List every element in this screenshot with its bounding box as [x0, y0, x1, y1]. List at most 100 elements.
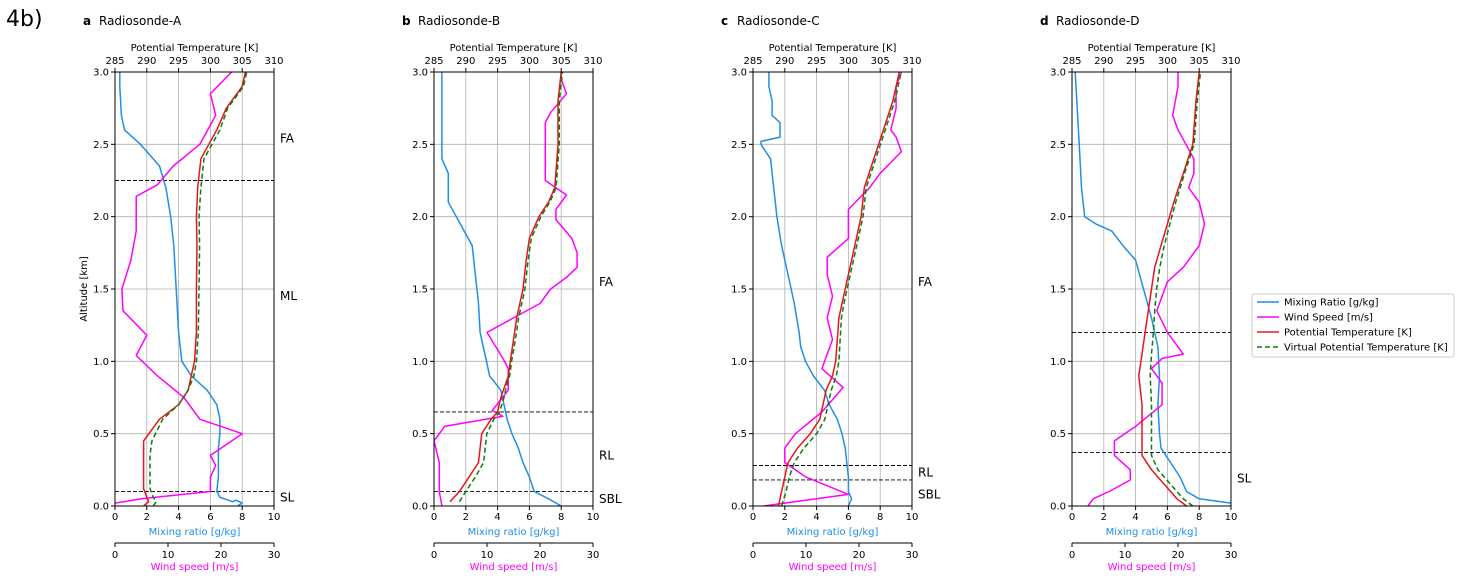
y-tick-label: 3.0	[731, 68, 747, 79]
theta-tick-label: 300	[201, 56, 220, 67]
theta-tick-label: 305	[1190, 56, 1209, 67]
wind-tick-label: 20	[215, 550, 228, 561]
y-tick-label: 3.0	[412, 68, 428, 79]
series-group	[1074, 72, 1231, 506]
wind-tick-label: 0	[1069, 550, 1075, 561]
theta-axis-label: Potential Temperature [K]	[769, 43, 897, 54]
layer-label-sl: SL	[280, 490, 295, 504]
mix-axis-label: Mixing ratio [g/kg]	[468, 527, 560, 538]
legend: Mixing Ratio [g/kg] Wind Speed [m/s] Poten…	[1251, 293, 1455, 358]
layer-label-rl: RL	[599, 448, 614, 462]
theta-tick-label: 310	[1221, 56, 1240, 67]
mix-tick-label: 8	[1196, 512, 1202, 523]
layer-label-fa: FA	[280, 132, 295, 146]
mix-tick-label: 6	[526, 512, 532, 523]
mix-tick-label: 6	[207, 512, 213, 523]
theta-axis-label: Potential Temperature [K]	[131, 43, 259, 54]
layer-label-sbl: SBL	[599, 492, 622, 506]
series-virtual-potential-temperature	[1149, 72, 1202, 506]
series-mixing-ratio	[119, 72, 243, 506]
y-tick-label: 1.5	[93, 285, 109, 296]
theta-tick-label: 285	[424, 56, 443, 67]
y-tick-label: 2.0	[412, 212, 428, 223]
legend-box	[1251, 293, 1455, 358]
mix-axis-label: Mixing ratio [g/kg]	[787, 527, 879, 538]
y-tick-label: 3.0	[93, 68, 109, 79]
y-tick-label: 0.5	[412, 429, 428, 440]
wind-tick-label: 10	[1119, 550, 1132, 561]
series-virtual-potential-temperature	[780, 72, 902, 506]
theta-tick-label: 285	[1062, 56, 1081, 67]
y-axis-label: Altitude [km]	[79, 256, 90, 322]
theta-tick-label: 290	[456, 56, 475, 67]
wind-tick-label: 30	[268, 550, 281, 561]
wind-tick-label: 20	[1172, 550, 1185, 561]
wind-axis-label: Wind speed [m/s]	[1108, 562, 1196, 573]
mix-tick-label: 0	[1069, 512, 1075, 523]
y-tick-label: 2.5	[412, 140, 428, 151]
panels: a Radiosonde-A 0.0 0.5 1.0 1.5 2.0 2.5 3.0 Altitu…	[79, 14, 1252, 573]
y-tick-label: 0.0	[731, 502, 747, 513]
layer-label-sl: SL	[1237, 472, 1252, 486]
wind-tick-label: 10	[481, 550, 494, 561]
series-potential-temperature	[449, 72, 562, 503]
mix-tick-label: 4	[1132, 512, 1138, 523]
wind-axis-label: Wind speed [m/s]	[789, 562, 877, 573]
series-potential-temperature	[1138, 72, 1200, 506]
panel-letter: d	[1040, 14, 1049, 28]
y-tick-label: 1.0	[412, 357, 428, 368]
y-tick-label: 1.5	[731, 285, 747, 296]
y-tick-label: 3.0	[1050, 68, 1066, 79]
layer-label-ml: ML	[280, 289, 297, 303]
wind-axis-label: Wind speed [m/s]	[470, 562, 558, 573]
panel-title: Radiosonde-C	[737, 14, 820, 28]
layer-label-rl: RL	[918, 466, 933, 480]
y-tick-label: 0.5	[93, 429, 109, 440]
mix-tick-label: 2	[463, 512, 469, 523]
wind-tick-label: 10	[800, 550, 813, 561]
mix-tick-label: 2	[144, 512, 150, 523]
mix-tick-label: 10	[268, 512, 281, 523]
legend-entry-label: Potential Temperature [K]	[1284, 328, 1412, 339]
theta-tick-label: 285	[105, 56, 124, 67]
panel-title: Radiosonde-B	[418, 14, 500, 28]
mix-tick-label: 6	[845, 512, 851, 523]
mix-tick-label: 2	[1101, 512, 1107, 523]
theta-tick-label: 305	[871, 56, 890, 67]
y-tick-label: 2.0	[93, 212, 109, 223]
theta-tick-label: 305	[233, 56, 252, 67]
theta-tick-label: 295	[488, 56, 507, 67]
theta-tick-label: 285	[743, 56, 762, 67]
mix-tick-label: 0	[112, 512, 118, 523]
wind-tick-label: 0	[431, 550, 437, 561]
series-potential-temperature	[777, 72, 901, 506]
y-tick-label: 1.5	[1050, 285, 1066, 296]
wind-tick-label: 30	[906, 550, 919, 561]
legend-entry-label: Mixing Ratio [g/kg]	[1284, 298, 1379, 309]
mix-axis-label: Mixing ratio [g/kg]	[1106, 527, 1198, 538]
series-mixing-ratio	[441, 72, 562, 506]
theta-tick-label: 290	[775, 56, 794, 67]
series-virtual-potential-temperature	[149, 72, 248, 506]
series-wind-speed	[115, 72, 243, 504]
series-wind-speed	[763, 72, 903, 506]
series-wind-speed	[434, 72, 578, 506]
mix-tick-label: 4	[813, 512, 819, 523]
y-tick-label: 0.0	[412, 502, 428, 513]
panel-letter: a	[83, 14, 91, 28]
wind-axis-label: Wind speed [m/s]	[151, 562, 239, 573]
mix-tick-label: 10	[587, 512, 600, 523]
theta-tick-label: 310	[902, 56, 921, 67]
grid	[114, 71, 275, 507]
theta-tick-label: 295	[807, 56, 826, 67]
series-mixing-ratio	[760, 72, 853, 506]
figure-label: 4b)	[6, 7, 43, 32]
theta-tick-label: 300	[520, 56, 539, 67]
theta-axis-label: Potential Temperature [K]	[1088, 43, 1216, 54]
y-tick-label: 2.5	[731, 140, 747, 151]
panel-a: a Radiosonde-A 0.0 0.5 1.0 1.5 2.0 2.5 3.0 Altitu…	[79, 14, 297, 573]
